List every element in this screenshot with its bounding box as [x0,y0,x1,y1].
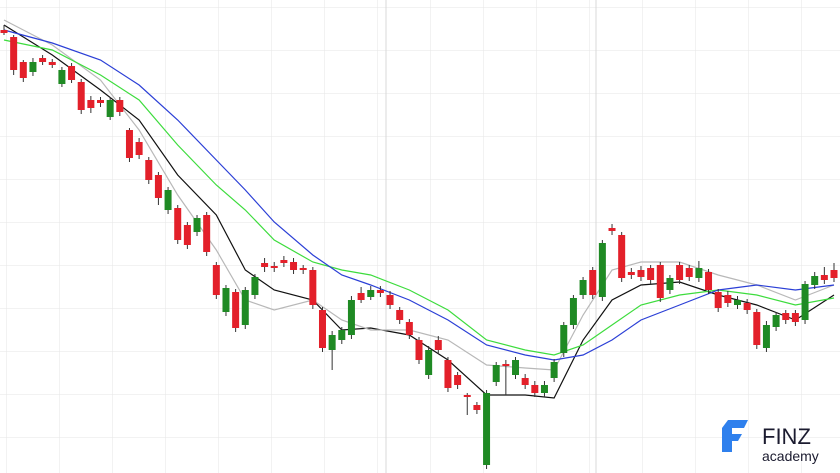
candle-body [290,262,298,270]
candle-body [376,290,384,293]
candle-body [685,268,693,277]
logo-icon [722,420,748,452]
candle-body [820,275,828,280]
logo-name: FINZ [762,424,811,449]
candle-body [251,277,259,295]
candle-body [647,268,655,280]
candle-body [782,313,790,320]
candle-body [473,405,481,410]
candle-body [695,268,703,278]
candle-body [415,340,423,360]
candle-body [183,225,191,245]
candle-body [444,360,452,388]
candle-body [77,82,85,110]
candle-body [318,310,326,348]
candle-body [10,37,18,70]
candle-body [733,300,741,305]
candle-body [811,276,819,285]
candle-body [724,295,732,303]
candle-body [569,298,577,325]
candle-body [618,235,626,278]
candle-body [29,62,37,72]
candle-body [425,350,433,375]
plot [0,19,838,469]
candle-body [145,160,153,180]
candle-body [512,360,520,375]
candle-body [347,300,355,335]
candle-body [463,395,471,397]
candle-body [241,290,249,325]
candle-body [801,284,809,320]
candle-body [116,100,124,112]
candle-body [164,190,172,210]
candle-body [743,303,751,310]
candle-body [106,100,114,117]
candle-body [338,330,346,340]
candle-body [676,265,684,280]
candle-body [656,265,664,298]
candle-body [531,385,539,393]
candle-body [232,292,240,328]
candle-body [125,130,133,158]
moving-average-line [3,39,835,356]
logo: FINZ academy [722,420,819,464]
candle-body [87,100,95,108]
candle-body [386,295,394,305]
candle-body [762,325,770,348]
candle-body [97,100,105,103]
candle-body [791,313,799,322]
moving-average-line [3,29,835,361]
candle-body [705,272,713,290]
candle-body [521,378,529,385]
candle-body [212,265,220,295]
candle-body [627,272,635,275]
candle-body [550,362,558,378]
candle-body [58,70,66,84]
candle-body [19,62,27,78]
candle-body [309,270,317,305]
candle-body [68,66,76,80]
candle-body [0,30,8,33]
candle-body [299,268,307,270]
candle-body [502,364,510,366]
candle-body [492,365,500,382]
candle-body [598,243,606,297]
candle-body [454,375,462,385]
candle-body [193,218,201,232]
candle-body [772,315,780,327]
candle-body [154,175,162,198]
candle-body [666,278,674,290]
candle-body [753,312,761,345]
candle-body [357,293,365,300]
candle-body [560,325,568,353]
candle-body [589,270,597,295]
candle-body [174,208,182,240]
candle-body [714,292,722,308]
moving-average-line [3,19,835,371]
candle-body [540,385,548,393]
candle-body [270,266,278,268]
candle-body [830,270,838,278]
candle-body [405,322,413,335]
candle-body [328,335,336,350]
candle-body [434,340,442,350]
candle-body [367,290,375,297]
candle-body [203,215,211,252]
candle-body [280,260,288,263]
candle-body [261,263,269,267]
candle-body [396,310,404,320]
candle-body [135,142,143,155]
candle-body [48,62,56,65]
candle-body [39,58,47,62]
candle-body [608,228,616,231]
candle-body [483,393,491,465]
logo-tagline: academy [762,448,819,464]
candle-body [222,288,230,312]
candle-body [637,270,645,277]
candle-body [579,280,587,295]
